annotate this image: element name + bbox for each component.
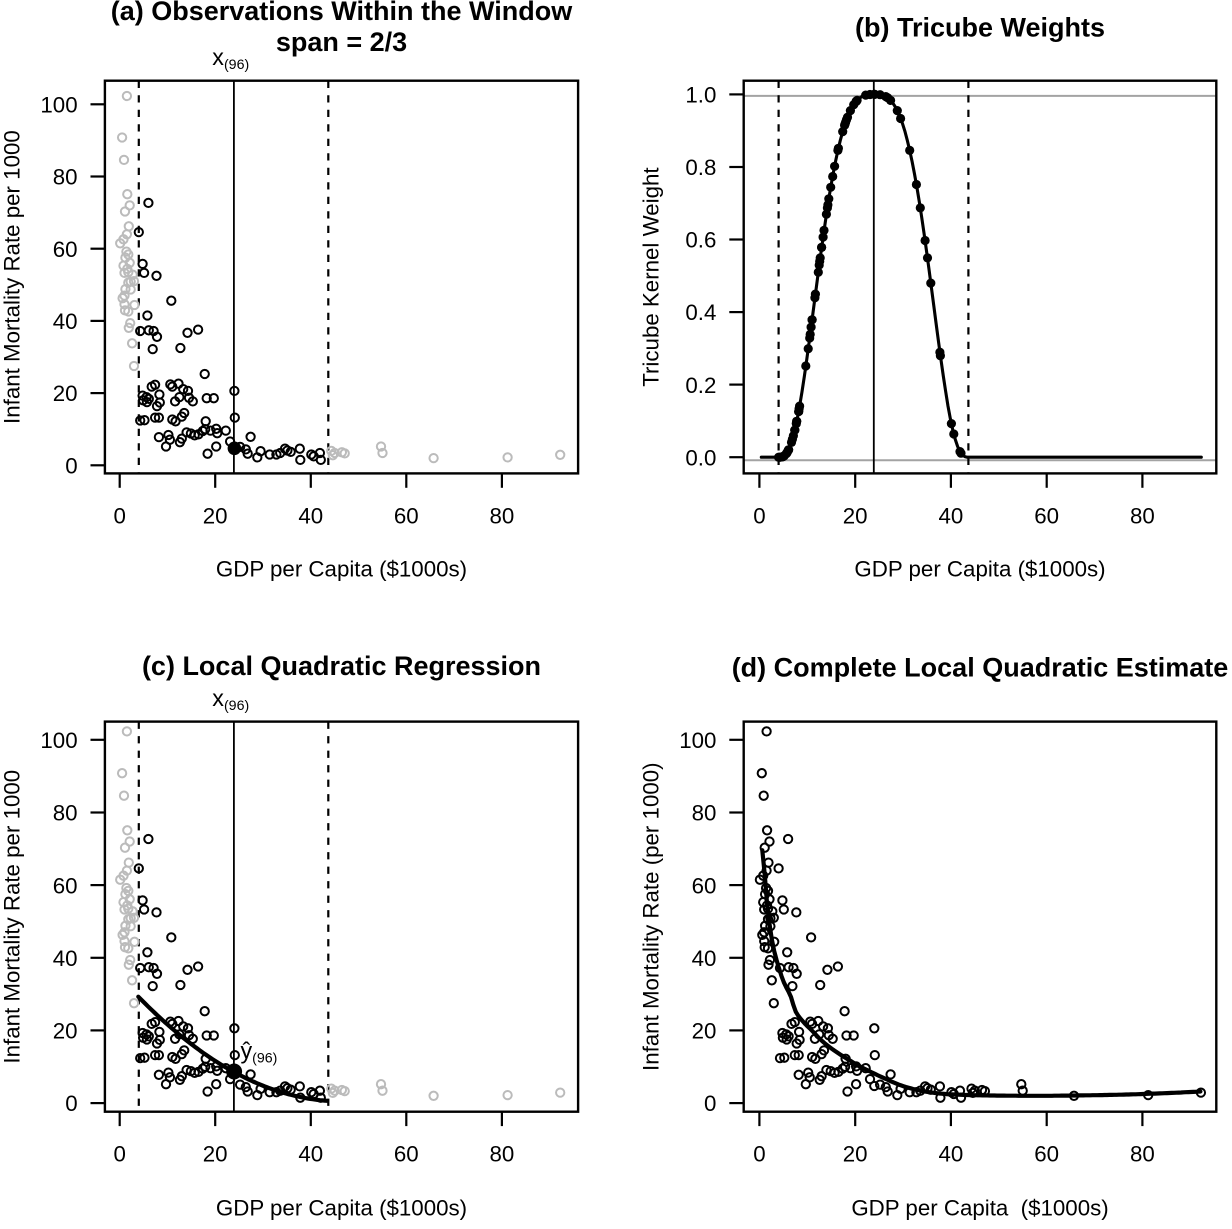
svg-text:40: 40 [53,946,78,971]
svg-text:Tricube Kernel Weight: Tricube Kernel Weight [638,167,663,387]
svg-text:20: 20 [843,503,868,528]
svg-text:0: 0 [113,503,125,528]
svg-text:0.4: 0.4 [685,300,716,325]
svg-text:0: 0 [753,503,765,528]
svg-text:0.2: 0.2 [685,373,716,398]
svg-text:(c) Local Quadratic Regression: (c) Local Quadratic Regression [142,651,541,681]
svg-text:40: 40 [53,309,78,334]
svg-text:1.0: 1.0 [685,83,716,108]
svg-text:20: 20 [692,1019,717,1044]
svg-text:60: 60 [53,237,78,262]
svg-text:80: 80 [53,165,78,190]
svg-text:0: 0 [65,1091,77,1116]
svg-text:0: 0 [65,453,77,478]
svg-text:80: 80 [692,801,717,826]
svg-text:20: 20 [843,1142,868,1167]
svg-text:0.0: 0.0 [685,445,716,470]
svg-text:(b) Tricube Weights: (b) Tricube Weights [855,13,1105,43]
svg-text:0.6: 0.6 [685,228,716,253]
svg-text:GDP per Capita ($1000s): GDP per Capita ($1000s) [216,556,467,581]
svg-text:0: 0 [753,1142,765,1167]
svg-text:0: 0 [113,1142,125,1167]
svg-text:(d) Complete Local Quadratic E: (d) Complete Local Quadratic Estimate [732,653,1229,683]
svg-text:40: 40 [298,1142,323,1167]
svg-text:GDP per Capita ($1000s): GDP per Capita ($1000s) [216,1196,467,1221]
svg-text:100: 100 [40,728,77,753]
svg-text:100: 100 [40,93,77,118]
svg-text:0.8: 0.8 [685,155,716,180]
svg-text:80: 80 [489,503,514,528]
svg-text:Infant Mortality Rate per 1000: Infant Mortality Rate per 1000 [0,130,25,424]
svg-text:40: 40 [938,1142,963,1167]
svg-text:20: 20 [53,381,78,406]
svg-text:(a) Observations Within the Wi: (a) Observations Within the Window [111,0,574,26]
svg-text:Infant Mortality Rate (per 100: Infant Mortality Rate (per 1000) [638,762,663,1071]
svg-text:GDP per Capita ($1000s): GDP per Capita ($1000s) [851,1196,1108,1221]
svg-text:60: 60 [692,873,717,898]
svg-text:60: 60 [53,873,78,898]
svg-text:40: 40 [938,503,963,528]
svg-text:60: 60 [1034,1142,1059,1167]
svg-text:span = 2/3: span = 2/3 [276,27,407,57]
svg-text:60: 60 [1034,503,1059,528]
svg-text:20: 20 [53,1019,78,1044]
svg-text:100: 100 [679,728,716,753]
svg-text:80: 80 [1130,503,1155,528]
svg-text:80: 80 [1130,1142,1155,1167]
svg-text:0: 0 [704,1091,716,1116]
svg-text:80: 80 [53,801,78,826]
svg-text:40: 40 [298,503,323,528]
svg-text:60: 60 [394,1142,419,1167]
svg-text:80: 80 [489,1142,514,1167]
svg-text:GDP per Capita ($1000s): GDP per Capita ($1000s) [854,556,1105,581]
svg-text:20: 20 [203,503,228,528]
svg-text:20: 20 [203,1142,228,1167]
svg-text:60: 60 [394,503,419,528]
svg-text:Infant Mortality Rate per 1000: Infant Mortality Rate per 1000 [0,770,25,1064]
svg-text:40: 40 [692,946,717,971]
